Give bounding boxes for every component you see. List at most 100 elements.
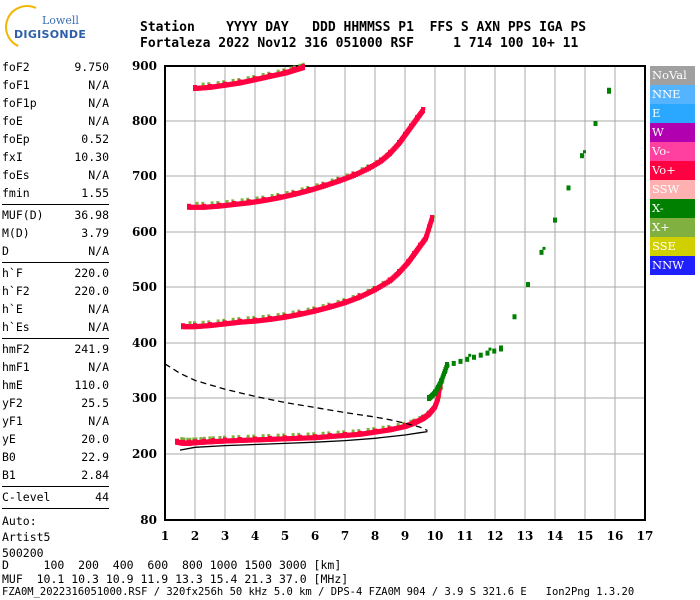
data-point xyxy=(285,191,289,195)
param-row: hmF2 241.9 xyxy=(2,340,109,358)
param-value: N/A xyxy=(88,244,109,258)
x-tick-label: 7 xyxy=(341,529,349,543)
param-value: 0.52 xyxy=(81,132,109,146)
param-row: foF1 N/A xyxy=(2,76,109,94)
param-name: foF1p xyxy=(2,96,37,110)
data-point xyxy=(327,431,331,435)
data-point xyxy=(297,432,301,436)
data-point xyxy=(211,436,215,440)
legend-item-noval: NoVal xyxy=(650,66,695,85)
data-point xyxy=(451,360,456,366)
data-point xyxy=(330,178,334,182)
x-tick-label: 4 xyxy=(251,529,259,543)
data-point xyxy=(255,196,259,200)
param-value: N/A xyxy=(88,78,109,92)
param-value: 20.0 xyxy=(81,432,109,446)
data-point xyxy=(396,423,400,427)
param-name: hmE xyxy=(2,378,23,392)
param-row: M(D) 3.79 xyxy=(2,224,109,242)
digisonde-logo: Lowell DIGISONDE xyxy=(0,0,86,56)
data-point xyxy=(366,428,370,431)
data-point xyxy=(430,215,434,221)
param-name: M(D) xyxy=(2,226,30,240)
legend: NoVal NNE E W Vo- Vo+ SSW X- X+ SSE NNW xyxy=(650,66,695,275)
param-name: h`F2 xyxy=(2,284,30,298)
y-tick-label: 800 xyxy=(132,114,157,128)
data-point xyxy=(542,246,546,250)
footer-distance: D 100 200 400 600 800 1000 1500 3000 [km… xyxy=(2,558,342,572)
data-point xyxy=(231,78,235,82)
data-point xyxy=(201,320,205,324)
data-point xyxy=(315,183,319,187)
param-row: fxI 10.30 xyxy=(2,148,109,166)
param-row: C-level 44 xyxy=(2,488,109,506)
param-row: h`F 220.0 xyxy=(2,264,109,282)
data-point xyxy=(291,310,295,314)
data-point xyxy=(336,430,340,434)
data-point xyxy=(267,434,271,438)
param-name: fxI xyxy=(2,150,23,164)
legend-item-nne: NNE xyxy=(650,85,695,104)
data-point xyxy=(321,304,325,308)
data-point xyxy=(270,194,274,198)
data-point xyxy=(276,69,280,73)
data-point xyxy=(300,187,304,191)
legend-item-e: E xyxy=(650,104,695,123)
header-values: Fortaleza 2022 Nov12 316 051000 RSF 1 71… xyxy=(140,36,579,51)
data-point xyxy=(488,347,492,351)
data-point xyxy=(207,320,211,324)
footer-muf: MUF 10.1 10.3 10.9 11.9 13.3 15.4 21.3 3… xyxy=(2,572,349,586)
data-point xyxy=(298,63,302,67)
data-point xyxy=(188,437,192,441)
data-point xyxy=(580,153,584,159)
data-point xyxy=(289,66,293,70)
param-name: h`F xyxy=(2,266,23,280)
param-value: 241.9 xyxy=(74,342,109,356)
data-point xyxy=(218,435,222,439)
data-point xyxy=(252,434,256,438)
param-row: foF2 9.750 xyxy=(2,58,109,76)
data-point xyxy=(526,282,530,288)
data-point xyxy=(566,185,571,191)
data-point xyxy=(381,425,385,429)
data-point xyxy=(192,437,196,441)
param-row: B1 2.84 xyxy=(2,466,109,484)
data-point xyxy=(421,107,425,113)
data-point xyxy=(188,321,192,325)
data-point xyxy=(246,316,250,320)
data-point xyxy=(593,120,598,126)
param-name: B1 xyxy=(2,468,16,482)
param-value: N/A xyxy=(88,414,109,428)
auto-label: Auto: xyxy=(2,514,37,528)
data-point xyxy=(342,430,346,434)
param-row: fmin 1.55 xyxy=(2,184,109,202)
data-point xyxy=(261,314,265,318)
legend-item-vo: Vo+ xyxy=(650,161,695,180)
logo-digisonde: DIGISONDE xyxy=(14,28,87,41)
param-name: h`Es xyxy=(2,320,30,334)
data-point xyxy=(306,307,310,311)
data-point xyxy=(478,352,483,358)
x-tick-label: 17 xyxy=(637,529,654,543)
data-point xyxy=(539,249,544,255)
param-value: N/A xyxy=(88,302,109,316)
param-name: h`E xyxy=(2,302,23,316)
param-name: foF2 xyxy=(2,60,30,74)
data-point xyxy=(445,362,449,368)
data-point xyxy=(465,356,470,362)
data-point xyxy=(261,434,265,438)
auto-scaler: Artist5 xyxy=(2,530,51,544)
data-point xyxy=(216,81,220,85)
data-point xyxy=(345,173,349,177)
x-tick-label: 11 xyxy=(457,529,474,543)
param-value: 9.750 xyxy=(74,60,109,74)
x-tick-label: 10 xyxy=(427,529,444,543)
param-value: 2.84 xyxy=(81,468,109,482)
param-value: 10.30 xyxy=(74,150,109,164)
data-point xyxy=(246,197,250,201)
y-tick-label: 300 xyxy=(132,391,157,405)
data-point xyxy=(237,435,241,439)
legend-item-vo: Vo- xyxy=(650,142,695,161)
param-value: 220.0 xyxy=(74,266,109,280)
param-row: hmE 110.0 xyxy=(2,376,109,394)
